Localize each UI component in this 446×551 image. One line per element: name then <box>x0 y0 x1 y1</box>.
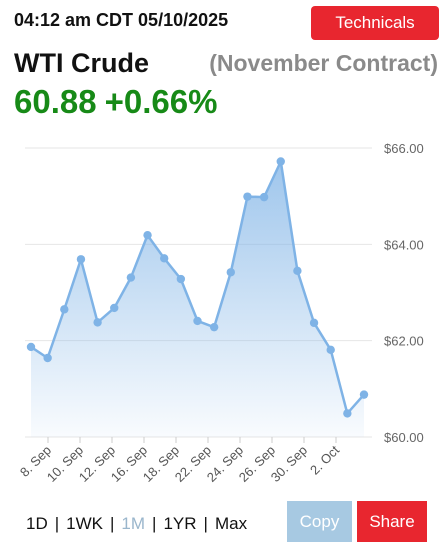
range-max[interactable]: Max <box>214 514 248 533</box>
data-point <box>259 192 269 202</box>
data-point <box>76 255 86 264</box>
range-selector: 1D | 1WK | 1M | 1YR | Max <box>26 514 247 534</box>
y-tick-label: $66.00 <box>384 141 424 156</box>
data-point <box>343 409 352 418</box>
data-point <box>43 353 52 363</box>
price-points <box>26 157 369 418</box>
data-point <box>60 305 69 314</box>
data-point <box>110 303 119 313</box>
share-button[interactable]: Share <box>357 501 427 542</box>
instrument-name: WTI Crude <box>14 48 149 78</box>
data-point <box>176 274 186 284</box>
data-point <box>209 322 219 332</box>
data-point <box>160 254 169 263</box>
y-tick-label: $62.00 <box>384 334 424 349</box>
range-separator: | <box>54 514 60 533</box>
range-separator: | <box>203 514 208 533</box>
data-point <box>293 266 302 276</box>
range-1m[interactable]: 1M <box>121 514 146 533</box>
y-axis: $60.00 $62.00 $64.00 $66.00 <box>384 141 424 445</box>
data-point <box>359 390 369 399</box>
data-point <box>226 268 235 277</box>
contract-label: (November Contract) <box>209 50 438 76</box>
range-1wk[interactable]: 1WK <box>66 514 103 533</box>
price-change: +0.66% <box>104 83 218 120</box>
copy-button[interactable]: Copy <box>287 501 352 542</box>
data-point <box>26 342 36 352</box>
price-quote: 60.88 +0.66% <box>14 83 225 121</box>
data-point <box>93 318 102 327</box>
y-tick-label: $60.00 <box>384 430 424 445</box>
technicals-button[interactable]: Technicals <box>311 6 439 40</box>
range-separator: | <box>110 514 115 533</box>
data-point <box>193 316 202 326</box>
data-point <box>143 230 152 240</box>
price-area <box>31 161 364 437</box>
range-1d[interactable]: 1D <box>26 514 48 533</box>
range-separator: | <box>152 514 157 533</box>
x-tick-label: 2. Oct <box>307 442 342 477</box>
x-tick-label: 30. Sep <box>268 443 310 485</box>
data-point <box>276 157 285 166</box>
data-point <box>243 192 252 201</box>
price-value: 60.88 <box>14 83 97 120</box>
data-point <box>126 273 136 282</box>
timestamp: 04:12 am CDT 05/10/2025 <box>14 10 229 30</box>
y-tick-label: $64.00 <box>384 237 424 252</box>
range-1yr[interactable]: 1YR <box>163 514 197 533</box>
data-point <box>326 345 335 355</box>
data-point <box>309 318 319 328</box>
